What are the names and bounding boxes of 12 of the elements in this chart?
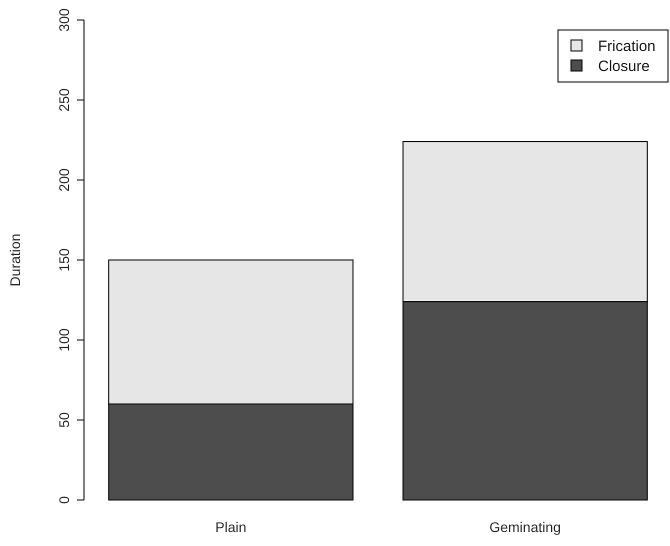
y-tick-label: 150 — [56, 248, 72, 272]
x-tick-label: Geminating — [489, 519, 561, 535]
y-tick-label: 100 — [56, 328, 72, 352]
y-axis-title: Duration — [7, 234, 23, 286]
y-tick-label: 300 — [56, 8, 72, 32]
legend-label: Frication — [598, 38, 656, 55]
y-tick-label: 200 — [56, 168, 72, 192]
y-tick-label: 250 — [56, 88, 72, 112]
y-tick-label: 0 — [56, 496, 72, 504]
x-tick-label: Plain — [215, 519, 246, 535]
y-tick-label: 50 — [56, 412, 72, 428]
legend-label: Closure — [598, 58, 650, 75]
